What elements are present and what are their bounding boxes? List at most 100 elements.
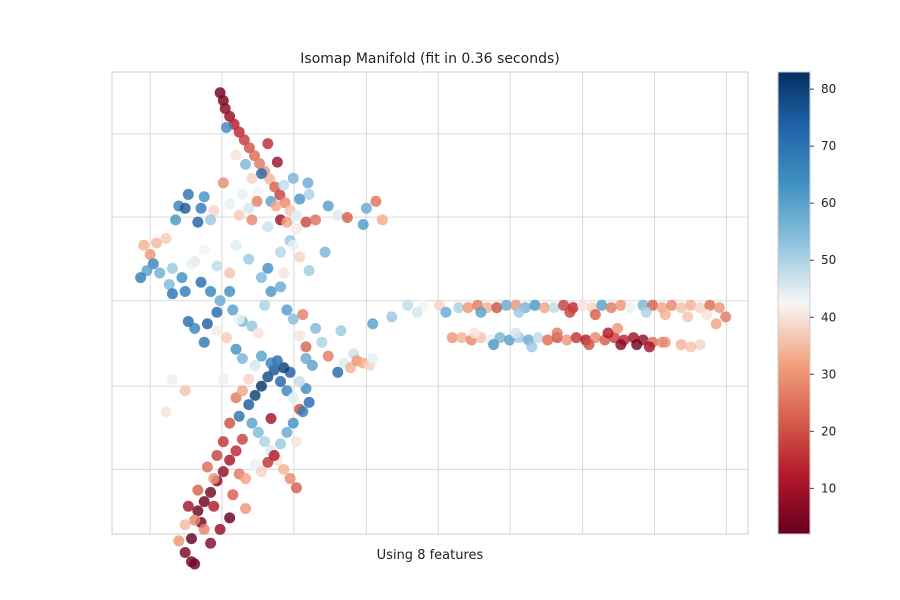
- point-upper-arm-41: [179, 202, 191, 214]
- point-lower-arm-29: [179, 519, 191, 531]
- point-lower-arm-43: [287, 417, 299, 429]
- point-lower-arm-3: [255, 380, 267, 392]
- point-middle-left-16: [243, 253, 255, 265]
- point-middle-left-49: [310, 322, 322, 334]
- point-middle-left-53: [300, 352, 312, 364]
- point-right-band-lower-12: [561, 334, 573, 346]
- point-lower-arm-27: [186, 533, 197, 545]
- point-upper-arm-28: [262, 138, 274, 150]
- point-right-band-upper-11: [529, 299, 541, 311]
- point-right-band-lower-37: [583, 339, 595, 351]
- point-middle-left-70: [252, 327, 264, 339]
- point-lower-arm-53: [255, 350, 267, 362]
- point-lower-arm-55: [230, 392, 242, 404]
- point-lower-arm-30: [189, 514, 201, 526]
- point-right-band-upper-34: [682, 311, 694, 323]
- point-lower-arm-45: [297, 406, 309, 418]
- point-right-band-lower-29: [602, 327, 614, 339]
- point-right-band-upper-2: [434, 299, 446, 311]
- point-middle-left-19: [275, 246, 287, 258]
- point-upper-arm-53: [332, 209, 344, 221]
- point-middle-left-46: [297, 309, 309, 321]
- point-upper-arm-30: [246, 172, 258, 184]
- point-lower-arm-10: [246, 417, 258, 429]
- point-lower-arm-2: [249, 389, 261, 401]
- colorbar-ticks: 10 20 30 40 50 60 70 80: [810, 82, 836, 495]
- point-right-band-lower-0: [446, 332, 458, 344]
- point-upper-arm-25: [302, 177, 314, 189]
- point-middle-left-17: [255, 272, 267, 284]
- point-upper-arm-8: [248, 150, 260, 162]
- x-axis-label: Using 8 features: [377, 548, 484, 563]
- point-lower-arm-50: [278, 362, 290, 374]
- colorbar: [777, 71, 811, 535]
- point-middle-left-3: [160, 232, 172, 244]
- point-right-band-lower-10: [542, 334, 554, 346]
- point-middle-left-68: [186, 258, 197, 270]
- point-middle-left-38: [230, 343, 242, 355]
- point-right-band-upper-13: [548, 302, 560, 314]
- colorbar-tick-label-3: 40: [821, 310, 836, 324]
- point-right-band-upper-27: [685, 299, 697, 311]
- point-lower-arm-48: [294, 376, 306, 388]
- point-upper-arm-54: [341, 212, 353, 224]
- point-middle-left-9: [166, 262, 178, 274]
- point-middle-left-37: [220, 332, 232, 344]
- grid-lines: [112, 72, 748, 534]
- point-upper-arm-50: [300, 216, 312, 228]
- point-right-band-lower-31: [631, 339, 643, 351]
- point-upper-arm-19: [252, 186, 264, 198]
- point-upper-arm-56: [370, 195, 382, 207]
- point-middle-left-21: [287, 239, 299, 251]
- point-lower-arm-32: [214, 523, 226, 535]
- point-lower-arm-0: [233, 410, 245, 422]
- point-right-band-upper-28: [694, 302, 706, 314]
- point-middle-left-8: [163, 279, 175, 291]
- point-lower-arm-33: [224, 512, 236, 524]
- point-upper-arm-31: [236, 188, 248, 200]
- point-upper-arm-18: [240, 158, 252, 170]
- point-middle-left-26: [195, 276, 207, 288]
- point-right-band-lower-23: [675, 339, 687, 351]
- point-lower-arm-38: [255, 466, 267, 478]
- point-middle-left-56: [332, 366, 344, 378]
- point-right-band-upper-23: [647, 299, 659, 311]
- point-upper-arm-17: [230, 149, 242, 161]
- point-right-band-lower-24: [694, 339, 706, 351]
- point-middle-left-28: [214, 295, 226, 307]
- point-lower-arm-67: [186, 556, 197, 568]
- point-upper-arm-27: [255, 168, 267, 180]
- point-right-band-lower-33: [656, 336, 668, 348]
- point-right-band-upper-19: [605, 302, 617, 314]
- point-lower-arm-16: [284, 473, 296, 485]
- point-upper-arm-58: [357, 218, 369, 230]
- colorbar-tick-label-4: 50: [821, 253, 836, 267]
- point-lower-arm-6: [275, 376, 287, 388]
- point-middle-left-58: [345, 362, 356, 374]
- point-right-band-upper-37: [589, 309, 601, 321]
- point-lower-arm-46: [303, 396, 315, 408]
- point-upper-arm-35: [195, 202, 207, 214]
- point-upper-arm-42: [224, 198, 236, 210]
- point-upper-arm-39: [192, 216, 204, 228]
- point-middle-left-51: [322, 350, 334, 362]
- point-middle-left-67: [160, 406, 172, 418]
- point-lower-arm-61: [201, 461, 213, 473]
- point-upper-arm-12: [269, 181, 281, 193]
- point-middle-left-18: [262, 262, 274, 274]
- point-right-band-upper-40: [475, 306, 487, 318]
- point-lower-arm-7: [281, 385, 293, 397]
- point-right-band-upper-14: [558, 299, 570, 311]
- point-right-band-upper-38: [564, 306, 576, 318]
- point-lower-arm-64: [182, 500, 194, 512]
- point-right-band-lower-25: [488, 339, 500, 351]
- point-middle-left-63: [236, 352, 248, 364]
- point-middle-left-32: [201, 318, 213, 330]
- point-middle-left-1: [144, 248, 156, 260]
- point-upper-arm-48: [287, 172, 299, 184]
- point-right-band-upper-36: [640, 306, 652, 318]
- point-middle-left-34: [182, 315, 194, 327]
- point-upper-arm-29: [271, 156, 283, 168]
- point-lower-arm-24: [198, 496, 210, 508]
- point-middle-left-30: [227, 304, 239, 316]
